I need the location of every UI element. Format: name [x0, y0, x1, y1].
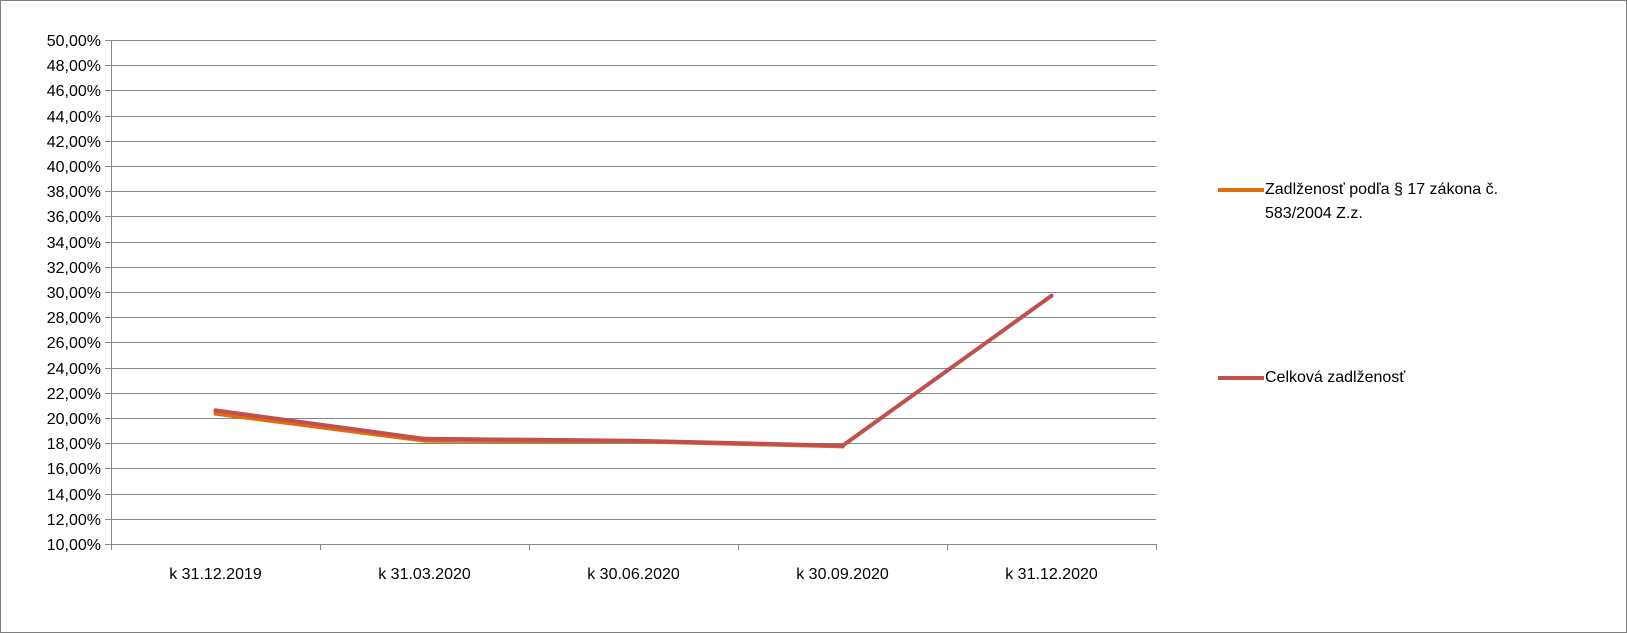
y-axis-tick-labels: 10,00% 12,00% 14,00% 16,00% 18,00% 20,00% 22,0… [47, 33, 101, 554]
data-point [422, 436, 427, 441]
y-tick-label: 46,00% [47, 83, 101, 100]
y-tick-label: 32,00% [47, 260, 101, 277]
y-tick-label: 18,00% [47, 436, 101, 453]
y-tick-label: 38,00% [47, 184, 101, 201]
y-tick-label: 28,00% [47, 310, 101, 327]
data-point [213, 408, 218, 413]
y-tick-label: 36,00% [47, 209, 101, 226]
y-tick-label: 16,00% [47, 461, 101, 478]
legend-label-series-2: Celková zadlženosť [1265, 369, 1406, 386]
series-lines [213, 293, 1054, 449]
axes [105, 40, 1157, 550]
y-tick-label: 44,00% [47, 109, 101, 126]
legend-label-series-1: Zadlženosť podľa § 17 zákona č. 583/2004… [1265, 181, 1499, 222]
x-tick-label: k 31.12.2020 [1005, 566, 1098, 583]
legend-entry-series-2: Celková zadlženosť [1218, 366, 1548, 390]
x-axis-tick-labels: k 31.12.2019 k 31.03.2020 k 30.06.2020 k 30… [169, 566, 1098, 583]
y-tick-label: 30,00% [47, 285, 101, 302]
x-tick-label: k 30.09.2020 [796, 566, 889, 583]
y-tick-label: 20,00% [47, 411, 101, 428]
y-tick-label: 34,00% [47, 235, 101, 252]
y-tick-label: 24,00% [47, 361, 101, 378]
x-tick-label: k 31.03.2020 [378, 566, 471, 583]
y-tick-label: 50,00% [47, 33, 101, 50]
y-tick-label: 22,00% [47, 386, 101, 403]
x-tick-label: k 30.06.2020 [587, 566, 680, 583]
data-point [840, 443, 845, 448]
legend-swatch-series-2 [1218, 376, 1264, 380]
data-point [213, 411, 218, 416]
x-tick-label: k 31.12.2019 [169, 566, 262, 583]
y-tick-label: 26,00% [47, 335, 101, 352]
y-tick-label: 40,00% [47, 159, 101, 176]
legend-swatch-series-1 [1218, 188, 1264, 192]
legend-entry-series-1: Zadlženosť podľa § 17 zákona č. 583/2004… [1218, 178, 1548, 226]
data-point [1049, 293, 1054, 298]
gridlines [111, 40, 1156, 520]
y-tick-label: 14,00% [47, 487, 101, 504]
y-tick-label: 42,00% [47, 134, 101, 151]
y-tick-label: 48,00% [47, 58, 101, 75]
y-tick-label: 10,00% [47, 537, 101, 554]
data-point [631, 438, 636, 443]
y-tick-label: 12,00% [47, 512, 101, 529]
